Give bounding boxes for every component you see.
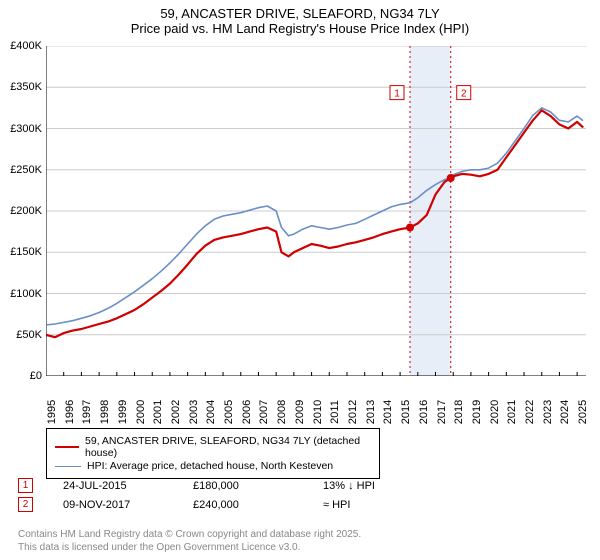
x-tick-label: 2005 [223,400,235,424]
y-tick-label: £150K [10,246,42,258]
sale-date: 24-JUL-2015 [63,480,163,492]
legend-swatch [55,466,81,467]
footer-line2: This data is licensed under the Open Gov… [18,541,361,554]
x-tick-label: 1995 [46,400,58,424]
x-tick-label: 2003 [188,400,200,424]
sale-row: 2 09-NOV-2017 £240,000 ≈ HPI [18,497,578,512]
x-tick-label: 1999 [117,400,129,424]
x-tick-label: 2008 [276,400,288,424]
legend-label: HPI: Average price, detached house, Nort… [87,460,333,472]
x-tick-label: 2009 [294,400,306,424]
title-subtitle: Price paid vs. HM Land Registry's House … [10,21,590,36]
y-tick-label: £50K [16,329,42,341]
x-tick-label: 2010 [312,400,324,424]
y-tick-label: £200K [10,205,42,217]
sale-date: 09-NOV-2017 [63,499,163,511]
sale-delta: ≈ HPI [323,499,423,511]
chart-plot-area: 12 [46,46,586,376]
x-tick-label: 2004 [205,400,217,424]
x-tick-label: 2020 [489,400,501,424]
x-tick-label: 2023 [542,400,554,424]
title-block: 59, ANCASTER DRIVE, SLEAFORD, NG34 7LY P… [0,0,600,38]
x-tick-label: 2019 [471,400,483,424]
y-tick-label: £100K [10,288,42,300]
x-tick-label: 2025 [577,400,589,424]
x-tick-label: 1997 [81,400,93,424]
x-tick-label: 2015 [400,400,412,424]
x-tick-label: 2013 [365,400,377,424]
sale-badge: 2 [18,497,33,512]
y-tick-label: £250K [10,164,42,176]
legend-item: HPI: Average price, detached house, Nort… [55,460,371,472]
sale-price: £180,000 [193,480,293,492]
y-tick-label: £400K [10,40,42,52]
svg-text:2: 2 [461,89,467,100]
x-tick-label: 2014 [382,400,394,424]
footer-line1: Contains HM Land Registry data © Crown c… [18,528,361,541]
legend-swatch [55,446,79,448]
x-tick-label: 2006 [241,400,253,424]
chart-svg: 12 [46,46,586,376]
legend: 59, ANCASTER DRIVE, SLEAFORD, NG34 7LY (… [46,428,380,479]
x-tick-label: 2024 [559,400,571,424]
x-tick-label: 2018 [453,400,465,424]
x-tick-label: 1998 [99,400,111,424]
x-tick-label: 2022 [524,400,536,424]
chart-container: 59, ANCASTER DRIVE, SLEAFORD, NG34 7LY P… [0,0,600,560]
x-tick-label: 1996 [64,400,76,424]
svg-text:1: 1 [394,89,400,100]
x-tick-label: 2016 [418,400,430,424]
y-tick-label: £0 [30,370,42,382]
x-tick-label: 2012 [347,400,359,424]
sale-delta: 13% ↓ HPI [323,480,423,492]
sale-badge: 1 [18,478,33,493]
y-axis-labels: £0£50K£100K£150K£200K£250K£300K£350K£400… [0,46,44,376]
footer-attribution: Contains HM Land Registry data © Crown c… [18,528,361,554]
x-tick-label: 2011 [329,400,341,424]
x-tick-label: 2002 [170,400,182,424]
title-address: 59, ANCASTER DRIVE, SLEAFORD, NG34 7LY [10,6,590,21]
x-axis-labels: 1995 1996 1997 1998 1999 2000 2001 2002 2003 2004… [46,378,586,428]
legend-item: 59, ANCASTER DRIVE, SLEAFORD, NG34 7LY (… [55,435,371,459]
sale-price: £240,000 [193,499,293,511]
sale-data-table: 1 24-JUL-2015 £180,000 13% ↓ HPI 2 09-NOV-201… [18,478,578,516]
y-tick-label: £300K [10,123,42,135]
x-tick-label: 2001 [152,400,164,424]
x-tick-label: 2007 [258,400,270,424]
x-tick-label: 2000 [135,400,147,424]
y-tick-label: £350K [10,81,42,93]
x-tick-label: 2021 [506,400,518,424]
legend-label: 59, ANCASTER DRIVE, SLEAFORD, NG34 7LY (… [85,435,371,459]
x-tick-label: 2017 [436,400,448,424]
sale-row: 1 24-JUL-2015 £180,000 13% ↓ HPI [18,478,578,493]
